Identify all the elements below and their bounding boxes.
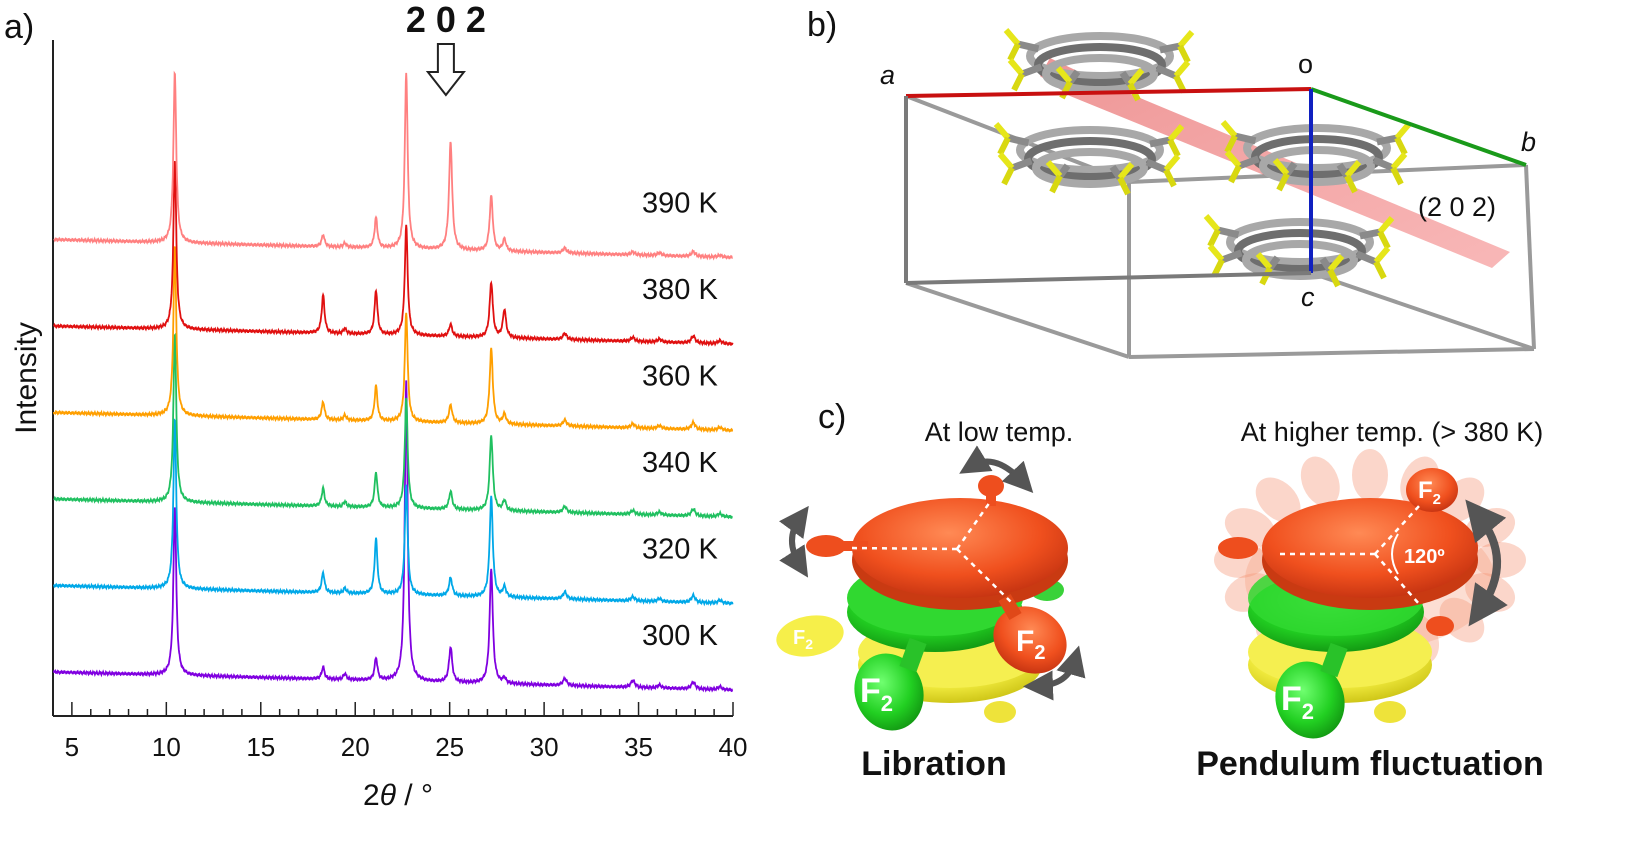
f2-label-orange-right: F2	[1418, 477, 1441, 508]
trace-label: 300 K	[642, 620, 718, 652]
f2-label-green-right: F2	[1281, 680, 1314, 724]
trace-label: 380 K	[642, 274, 718, 306]
libration-caption: Libration	[861, 745, 1006, 783]
low-temp-heading: At low temp.	[925, 417, 1074, 447]
peak-annotation-arrow	[425, 43, 466, 97]
pxrd-chart: 5 10 15 20 25 30 35 40 300 K 320 K 340 K 360 K 380 …	[10, 0, 747, 812]
plane-label: (2 0 2)	[1418, 192, 1496, 222]
molecule	[1220, 120, 1412, 194]
molecules	[993, 28, 1412, 288]
axis-a-label: a	[880, 60, 895, 90]
pendulum-rotor: 120º F2 F2	[1214, 449, 1526, 739]
f2-label-green-left: F2	[860, 672, 893, 716]
peak-annotation-label: 2 0 2	[406, 0, 486, 40]
panel-b-label: b)	[807, 6, 837, 44]
x-ticks: 5 10 15 20 25 30 35 40	[52, 702, 748, 762]
axis-c-label: c	[1301, 282, 1315, 312]
trace-labels: 300 K 320 K 340 K 360 K 380 K 390 K	[642, 188, 718, 653]
traces	[52, 70, 734, 693]
trace-340k	[53, 332, 733, 520]
origin-label: o	[1298, 49, 1313, 79]
x-axis-title: 2θ / °	[363, 779, 433, 812]
x-tick-label: 40	[719, 732, 748, 762]
trace-360k	[52, 246, 734, 434]
x-tick-label: 15	[246, 732, 275, 762]
trace-label: 320 K	[642, 534, 718, 566]
axis-b-label: b	[1521, 127, 1536, 157]
panel-a-label: a)	[4, 8, 34, 46]
x-tick-label: 35	[624, 732, 653, 762]
trace-300k	[52, 380, 734, 693]
libration-rotor: F2 F2 F2	[776, 445, 1086, 731]
trace-label: 390 K	[642, 188, 718, 220]
trace-label: 340 K	[642, 447, 718, 479]
x-tick-label: 10	[152, 732, 181, 762]
x-tick-label: 20	[341, 732, 370, 762]
f2-label-yellow-left: F2	[793, 627, 813, 652]
angle-label: 120º	[1404, 546, 1445, 568]
trace-label: 360 K	[642, 361, 718, 393]
high-temp-heading: At higher temp. (> 380 K)	[1241, 417, 1543, 447]
unit-cell-diagram: a o b c (2 0 2)	[880, 28, 1536, 359]
x-tick-label: 30	[530, 732, 559, 762]
y-axis-title: Intensity	[10, 322, 43, 434]
f2-label-orange-left: F2	[1016, 625, 1045, 664]
x-tick-label: 5	[65, 732, 79, 762]
trace-380k	[53, 160, 734, 347]
molecule	[1203, 214, 1395, 288]
trace-320k	[52, 418, 734, 607]
molecule	[993, 122, 1185, 196]
trace-390k	[53, 70, 734, 261]
panel-c-label: c)	[818, 398, 846, 436]
molecule	[1003, 28, 1195, 102]
x-tick-label: 25	[435, 732, 464, 762]
pendulum-caption: Pendulum fluctuation	[1196, 745, 1544, 783]
